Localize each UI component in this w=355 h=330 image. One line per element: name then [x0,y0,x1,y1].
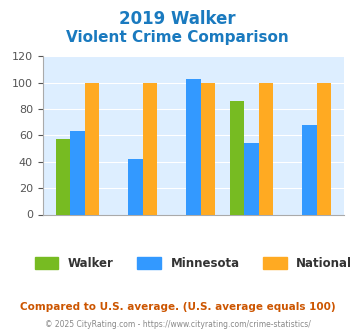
Bar [244,143,259,214]
Bar [143,82,157,214]
Text: 2019 Walker: 2019 Walker [119,10,236,28]
Text: © 2025 CityRating.com - https://www.cityrating.com/crime-statistics/: © 2025 CityRating.com - https://www.city… [45,320,310,329]
Text: Violent Crime Comparison: Violent Crime Comparison [66,30,289,45]
Text: Compared to U.S. average. (U.S. average equals 100): Compared to U.S. average. (U.S. average … [20,302,335,312]
Bar [128,159,143,214]
Legend: Walker, Minnesota, National: Walker, Minnesota, National [30,253,355,275]
Bar [85,82,99,214]
Bar [230,101,244,214]
Bar [70,131,85,214]
Bar [259,82,273,214]
Bar [186,79,201,214]
Bar [56,139,70,214]
Bar [317,82,331,214]
Bar [302,125,317,214]
Bar [201,82,215,214]
